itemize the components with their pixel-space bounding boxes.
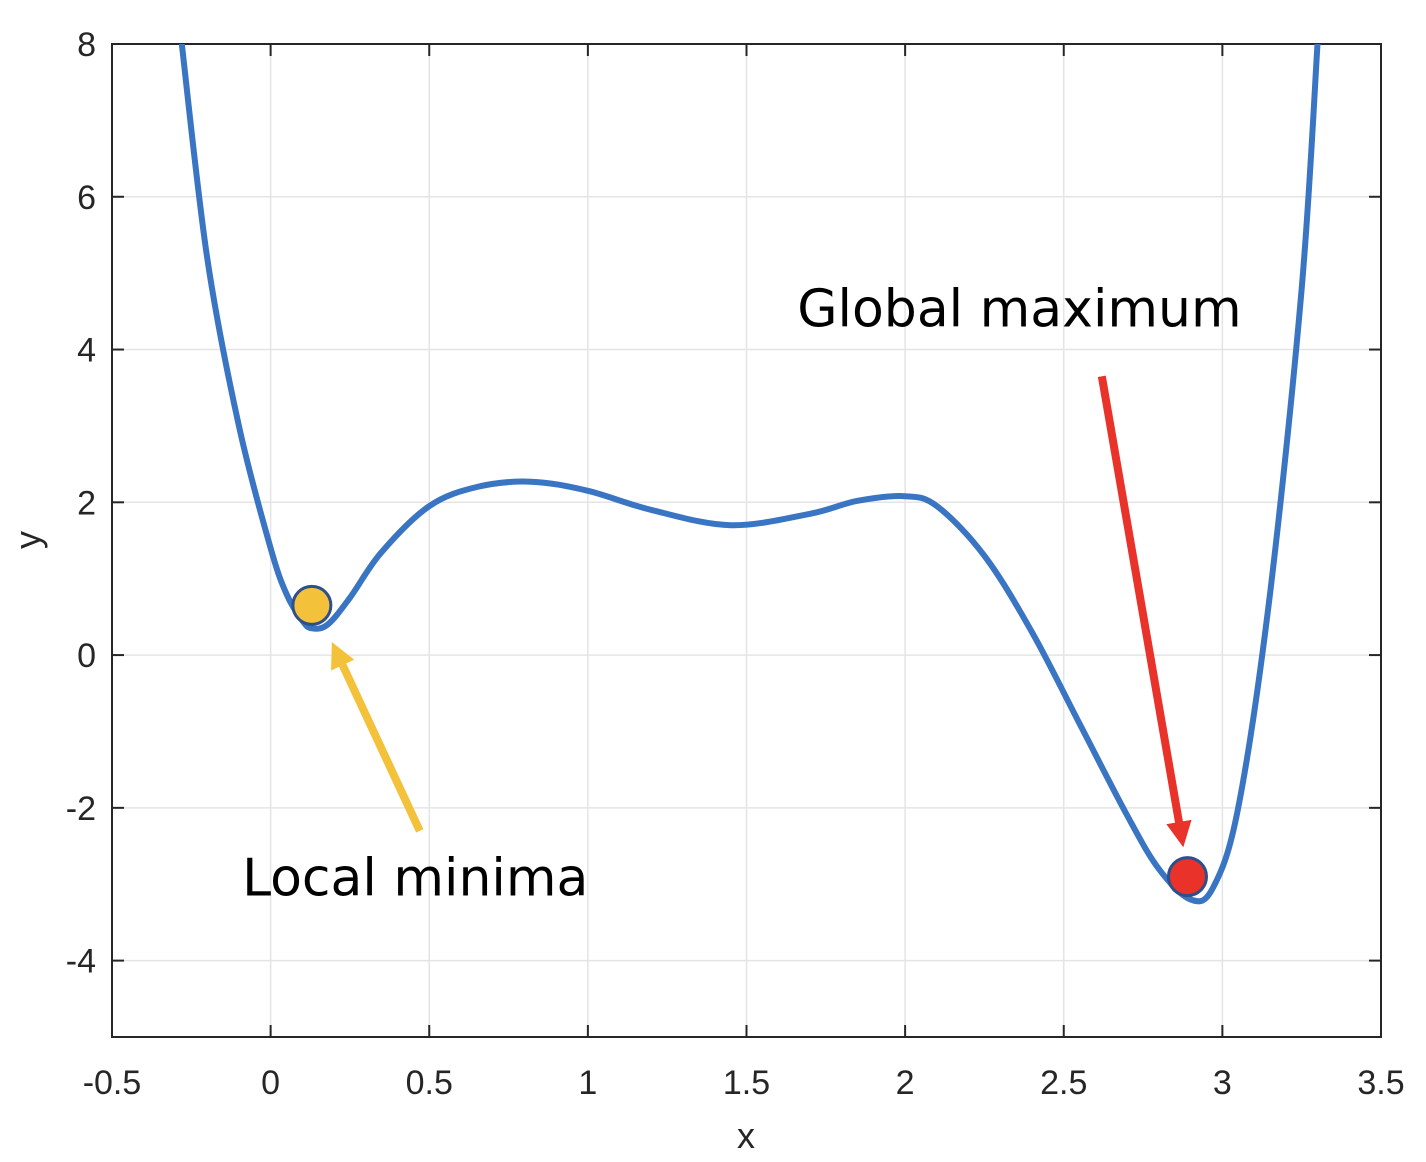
y-tick-label: 4 <box>77 332 96 370</box>
y-tick-label: 6 <box>77 179 96 217</box>
annotations: Local minima Global maximum <box>242 280 1242 909</box>
x-tick-label: 1 <box>578 1064 597 1102</box>
red-ball-marker <box>1166 856 1208 898</box>
local-minima-label: Local minima <box>242 849 588 909</box>
x-tick-label: -0.5 <box>83 1064 142 1102</box>
y-tick-label: 2 <box>77 484 96 522</box>
grid <box>111 43 1382 1037</box>
axis-ticks <box>111 43 1382 1037</box>
x-tick-label: 2 <box>896 1064 915 1102</box>
x-tick-label: 3 <box>1213 1064 1232 1102</box>
y-tick-label: -4 <box>66 943 96 981</box>
y-tick-label: 8 <box>77 26 96 64</box>
tick-labels: -0.5 0 0.5 1 1.5 2 2.5 3 3.5 -4 -2 0 2 4 6 8 <box>66 26 1405 1102</box>
y-tick-label: 0 <box>77 637 96 675</box>
y-axis-label: y <box>7 531 48 549</box>
yellow-ball-marker <box>291 584 333 626</box>
local-minima-arrow <box>331 641 424 833</box>
x-tick-label: 3.5 <box>1357 1064 1404 1102</box>
x-tick-label: 0 <box>261 1064 280 1102</box>
y-tick-label: -2 <box>66 790 96 828</box>
global-maximum-arrow <box>1097 375 1192 848</box>
global-maximum-label: Global maximum <box>797 280 1241 340</box>
x-axis-label: x <box>737 1115 755 1156</box>
x-tick-label: 2.5 <box>1040 1064 1087 1102</box>
x-tick-label: 0.5 <box>406 1064 453 1102</box>
markers <box>291 584 1208 898</box>
series-line <box>178 44 1321 905</box>
x-tick-label: 1.5 <box>723 1064 770 1102</box>
